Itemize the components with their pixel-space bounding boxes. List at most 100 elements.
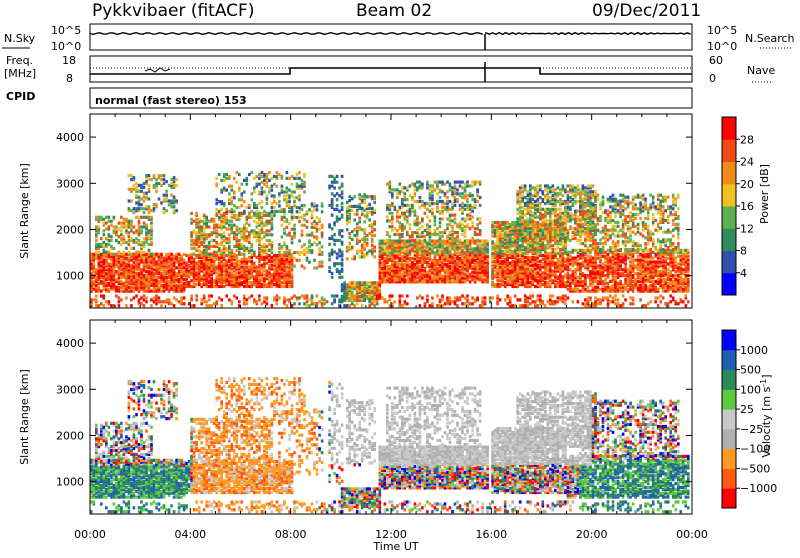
data-cell bbox=[338, 239, 341, 242]
data-cell bbox=[110, 224, 113, 227]
data-cell bbox=[471, 215, 474, 218]
data-cell bbox=[399, 215, 402, 218]
beam-title: Beam 02 bbox=[356, 1, 432, 21]
data-cell bbox=[236, 271, 239, 274]
data-cell bbox=[527, 267, 530, 270]
data-cell bbox=[215, 183, 218, 186]
data-cell bbox=[150, 225, 153, 228]
data-cell bbox=[298, 177, 301, 180]
data-cell bbox=[454, 214, 457, 217]
data-cell bbox=[256, 239, 259, 242]
data-cell bbox=[143, 216, 146, 219]
data-cell bbox=[451, 280, 454, 283]
data-cell bbox=[231, 220, 234, 223]
data-cell bbox=[318, 241, 321, 244]
data-cell bbox=[278, 251, 281, 254]
data-cell bbox=[100, 290, 103, 293]
data-cell bbox=[193, 239, 196, 242]
data-cell bbox=[436, 200, 439, 203]
data-cell bbox=[406, 198, 409, 201]
data-cell bbox=[273, 267, 276, 270]
data-cell bbox=[291, 266, 294, 269]
data-cell bbox=[409, 204, 412, 207]
data-cell bbox=[358, 203, 361, 206]
data-cell bbox=[414, 183, 417, 186]
data-cell bbox=[459, 184, 462, 187]
data-cell bbox=[220, 277, 223, 280]
data-cell bbox=[469, 184, 472, 187]
data-cell bbox=[258, 264, 261, 267]
data-cell bbox=[409, 227, 412, 230]
data-cell bbox=[361, 228, 364, 231]
data-cell bbox=[461, 223, 464, 226]
data-cell bbox=[281, 208, 284, 211]
data-cell bbox=[256, 183, 259, 186]
data-cell bbox=[384, 257, 387, 260]
data-cell bbox=[268, 220, 271, 223]
data-cell bbox=[261, 277, 264, 280]
data-cell bbox=[328, 204, 331, 207]
data-cell bbox=[155, 276, 158, 279]
data-cell bbox=[399, 263, 402, 266]
data-cell bbox=[135, 194, 138, 197]
data-cell bbox=[153, 207, 156, 210]
data-cell bbox=[223, 254, 226, 257]
data-cell bbox=[537, 239, 540, 242]
data-cell bbox=[113, 253, 116, 256]
data-cell bbox=[363, 220, 366, 223]
data-cell bbox=[228, 198, 231, 201]
data-cell bbox=[436, 227, 439, 230]
data-cell bbox=[268, 264, 271, 267]
data-cell bbox=[456, 181, 459, 184]
data-cell bbox=[125, 262, 128, 265]
data-cell bbox=[384, 278, 387, 281]
data-cell bbox=[436, 192, 439, 195]
data-cell bbox=[389, 181, 392, 184]
data-cell bbox=[210, 253, 213, 256]
data-cell bbox=[353, 255, 356, 258]
data-cell bbox=[303, 181, 306, 184]
data-cell bbox=[373, 246, 376, 249]
data-cell bbox=[341, 250, 344, 253]
data-cell bbox=[406, 186, 409, 189]
data-cell bbox=[363, 253, 366, 256]
data-cell bbox=[476, 243, 479, 246]
data-cell bbox=[298, 185, 301, 188]
data-cell bbox=[444, 202, 447, 205]
noise-right-tick-bottom: 10^0 bbox=[707, 40, 737, 53]
data-cell bbox=[296, 259, 299, 262]
data-cell bbox=[248, 173, 251, 176]
data-cell bbox=[293, 224, 296, 227]
data-cell bbox=[308, 245, 311, 248]
data-cell bbox=[266, 202, 269, 205]
data-cell bbox=[441, 275, 444, 278]
data-cell bbox=[266, 212, 269, 215]
data-cell bbox=[436, 240, 439, 243]
data-cell bbox=[471, 237, 474, 240]
data-cell bbox=[241, 258, 244, 261]
data-cell bbox=[524, 267, 527, 270]
data-cell bbox=[351, 257, 354, 260]
data-cell bbox=[479, 204, 482, 207]
data-cell bbox=[95, 239, 98, 242]
data-cell bbox=[529, 256, 532, 259]
data-cell bbox=[409, 257, 412, 260]
data-cell bbox=[215, 251, 218, 254]
data-cell bbox=[379, 259, 382, 262]
data-cell bbox=[148, 197, 151, 200]
data-cell bbox=[333, 186, 336, 189]
data-cell bbox=[519, 266, 522, 269]
data-cell bbox=[464, 204, 467, 207]
data-cell bbox=[173, 196, 176, 199]
data-cell bbox=[401, 233, 404, 236]
date-title: 09/Dec/2011 bbox=[592, 1, 701, 21]
data-cell bbox=[451, 202, 454, 205]
data-cell bbox=[231, 196, 234, 199]
data-cell bbox=[173, 268, 176, 271]
data-cell bbox=[135, 241, 138, 244]
data-cell bbox=[318, 261, 321, 264]
data-cell bbox=[135, 186, 138, 189]
data-cell bbox=[532, 239, 535, 242]
data-cell bbox=[148, 216, 151, 219]
